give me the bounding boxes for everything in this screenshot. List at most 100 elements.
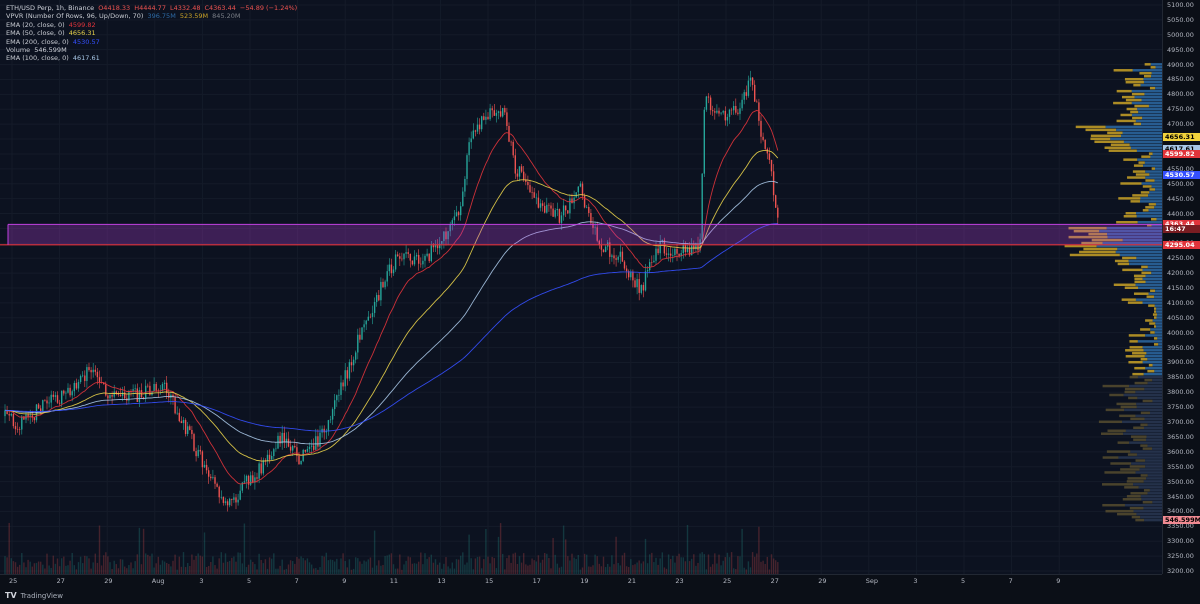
volume-bar [115,564,117,574]
indicator-label[interactable]: EMA (50, close, 0) [6,29,65,38]
volume-bar [487,556,489,574]
volume-profile-bar [1102,503,1125,507]
indicator-row[interactable]: EMA (100, close, 0) 4617.61 [6,54,297,62]
candle-body [420,263,422,265]
candle-body [558,209,561,223]
symbol-label[interactable]: ETH/USD Perp, 1h, Binance [6,4,95,12]
indicator-row[interactable]: EMA (50, close, 0) 4656.31 [6,29,297,37]
price-axis[interactable]: 5100.00 5050.00 5000.00 4950.00 4900.00 4850.… [1162,0,1200,575]
candle-body [180,421,183,424]
candle-body [573,197,575,204]
candle-body [716,110,718,113]
volume-bar [460,555,462,574]
candle-body [208,470,210,477]
volume-bar [384,556,386,574]
indicator-label[interactable]: EMA (200, close, 0) [6,37,69,46]
volume-bar [497,536,500,574]
indicator-row[interactable]: EMA (20, close, 0) 4599.82 [6,21,297,29]
candle-body [678,253,680,257]
volume-profile-bar [1146,223,1152,227]
candle-body [657,248,659,254]
candle-body [363,324,365,328]
volume-profile-bar [1154,337,1158,340]
price-tick-label: 4450.00 [1167,194,1194,203]
indicator-row[interactable]: EMA (200, close, 0) 4530.57 [6,38,297,46]
candle-body [329,419,332,421]
time-tick-label: 3 [199,577,204,585]
candle-body [33,417,36,421]
vpvr-label[interactable]: VPVR (Number Of Rows, 96, Up/Down, 70) [6,12,144,21]
indicator-label[interactable]: Volume [6,46,31,55]
vpvr-value-3: 845.20M [212,12,241,21]
volume-bar [617,562,619,574]
candle-body [676,248,678,254]
volume-bar [657,564,659,574]
candle-body [84,375,86,382]
volume-bar [357,558,359,574]
indicator-label[interactable]: EMA (100, close, 0) [6,54,69,63]
volume-bar [544,553,546,574]
volume-profile-bar [1099,229,1162,233]
time-tick-label: 5 [961,577,966,585]
volume-bar [724,557,726,574]
indicator-label[interactable]: EMA (20, close, 0) [6,20,65,29]
candle-body [153,384,155,392]
candle-body [672,255,674,256]
volume-profile-bar [1069,253,1120,257]
volume-bar [35,562,38,574]
candle-body [201,451,204,468]
candle-body [764,139,766,149]
volume-bar [758,526,760,574]
volume-bar [212,556,214,574]
vpvr-row[interactable]: VPVR (Number Of Rows, 96, Up/Down, 70) 3… [6,12,297,20]
volume-bar [182,552,185,574]
volume-profile-bar [1140,191,1150,194]
volume-bar [191,554,193,574]
volume-bar [287,564,290,574]
volume-profile-bar [1064,244,1097,248]
volume-bar [128,565,130,574]
volume-bar [12,561,15,574]
volume-bar [71,552,73,574]
candle-body [378,295,380,301]
candle-body [485,116,487,120]
volume-profile-bar [1135,518,1145,522]
price-tag: 4295.04 [1163,240,1200,249]
volume-profile-bar [1152,319,1162,322]
volume-bar [569,560,571,574]
volume-profile-bar [1132,194,1149,197]
volume-profile-bar [1113,69,1133,72]
candle-body [468,142,470,156]
volume-bar [342,553,344,574]
volume-profile-bar [1144,387,1162,391]
candle-body [168,393,170,398]
volume-profile-bar [1143,480,1162,483]
volume-bar [27,559,29,574]
candle-body [737,112,739,114]
symbol-row[interactable]: ETH/USD Perp, 1h, Binance O4418.33 H4444… [6,4,297,12]
volume-profile-bar [1149,188,1156,191]
candle-body [602,249,605,252]
ema-200-line [4,223,778,432]
volume-bar [659,558,661,574]
candle-body [193,434,195,452]
volume-profile-bar [1118,456,1162,459]
candle-body [512,141,514,156]
volume-profile-bar [1142,500,1153,504]
volume-bar [31,566,33,574]
volume-bar [747,561,750,574]
time-axis[interactable]: 25 27 29 Aug 3 5 7 9 11 13 15 17 19 21 23 25 27 29 Sep 3 5 7 9 [0,574,1162,589]
price-tick-label: 4900.00 [1167,60,1194,69]
volume-bar [199,555,201,574]
volume-bar [346,567,348,574]
volume-bar [84,555,86,574]
volume-bar [466,562,468,574]
price-chart[interactable] [0,0,1162,574]
candle-body [67,387,69,393]
volume-profile-bar [1085,128,1117,132]
volume-bar [205,566,208,574]
chart-area[interactable] [0,0,1162,574]
volume-bar [268,557,271,574]
tradingview-logo[interactable]: TV TradingView [5,591,63,600]
indicator-row[interactable]: Volume 546.599M [6,46,297,54]
